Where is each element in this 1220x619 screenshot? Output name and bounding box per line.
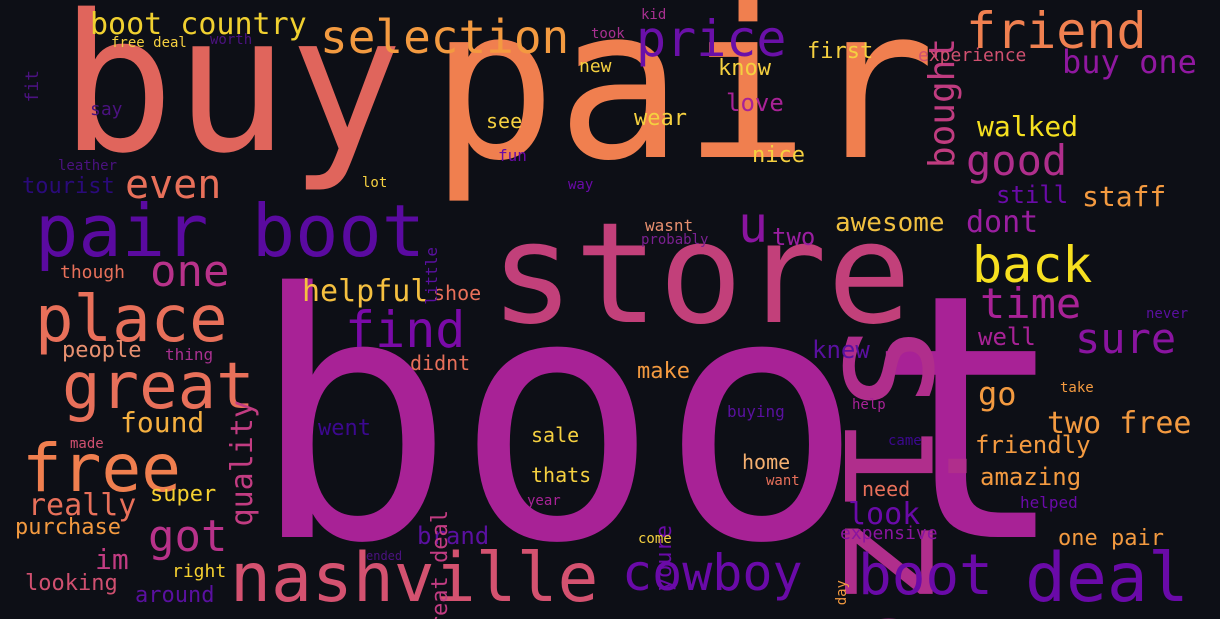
- word-time: time: [980, 279, 1082, 328]
- word-really: really: [28, 488, 137, 523]
- word-find: find: [345, 301, 466, 359]
- word-place: place: [35, 283, 228, 357]
- word-wasnt: wasnt: [645, 216, 694, 235]
- word-helped: helped: [1020, 493, 1078, 512]
- word-day: day: [834, 580, 850, 606]
- word-price: price: [636, 10, 787, 68]
- word-good: good: [966, 136, 1068, 185]
- word-two-free: two free: [1047, 406, 1192, 441]
- word-cowboy: cowboy: [622, 544, 803, 602]
- word-free-deal: free deal: [111, 35, 187, 51]
- word-fun: fun: [498, 146, 527, 165]
- word-one: one: [150, 246, 230, 297]
- word-well: well: [978, 323, 1036, 351]
- word-probably: probably: [641, 232, 709, 248]
- word-thing: thing: [165, 345, 214, 364]
- word-didnt: didnt: [410, 351, 471, 375]
- word-went: went: [318, 416, 371, 441]
- word-walked: walked: [977, 110, 1079, 143]
- word-purchase: purchase: [15, 515, 121, 540]
- word-say: say: [90, 99, 123, 120]
- word-great: great: [62, 350, 255, 424]
- word-one-pair: one pair: [1058, 526, 1164, 551]
- word-shoe: shoe: [433, 281, 482, 305]
- word-staff: staff: [1082, 180, 1167, 213]
- word-wear: wear: [634, 106, 687, 131]
- word-way: way: [568, 177, 594, 193]
- word-never: never: [1146, 306, 1189, 322]
- word-buy-one: buy one: [1062, 43, 1197, 81]
- word-worth: worth: [210, 32, 253, 48]
- word-fit: fit: [22, 70, 43, 103]
- word-knew: knew: [812, 336, 870, 364]
- word-help: help: [852, 397, 886, 413]
- word-need: need: [862, 477, 911, 501]
- word-people: people: [62, 338, 142, 363]
- word-buying: buying: [727, 402, 785, 421]
- word-first: first: [807, 39, 874, 64]
- word-leather: leather: [58, 158, 118, 174]
- word-know: know: [718, 56, 771, 81]
- word-helpful: helpful: [302, 274, 429, 309]
- word-two-1: two: [772, 223, 816, 251]
- word-ended: ended: [366, 549, 403, 563]
- word-buy: buy: [60, 0, 404, 195]
- word-love: love: [726, 89, 784, 117]
- word-make: make: [637, 359, 690, 384]
- word-came: came: [888, 433, 922, 449]
- word-lot: lot: [362, 175, 388, 191]
- word-thats: thats: [531, 463, 592, 487]
- word-dont: dont: [966, 205, 1039, 240]
- word-right: right: [172, 561, 227, 582]
- word-boot-country: boot country: [90, 7, 307, 42]
- word-year: year: [527, 493, 561, 509]
- word-great-deal: great deal: [428, 510, 453, 619]
- word-come: come: [638, 531, 672, 547]
- word-nice: nice: [752, 143, 805, 168]
- word-u: u: [738, 196, 769, 254]
- word-brand: brand: [417, 522, 490, 550]
- word-experience: experience: [918, 45, 1027, 66]
- word-sure: sure: [1075, 314, 1177, 363]
- word-though: though: [60, 262, 126, 283]
- word-sale: sale: [531, 423, 580, 447]
- word-awesome: awesome: [835, 208, 945, 238]
- word-home: home: [742, 450, 791, 474]
- word-go: go: [978, 375, 1017, 413]
- word-back: back: [972, 236, 1093, 294]
- word-see: see: [486, 109, 523, 133]
- word-take: take: [1060, 380, 1094, 396]
- word-store: store: [490, 193, 912, 356]
- word-made: made: [70, 436, 104, 452]
- word-tourist: tourist: [22, 174, 115, 199]
- word-friend: friend: [966, 2, 1147, 60]
- word-amazing: amazing: [980, 463, 1082, 491]
- word-look: look: [848, 497, 921, 532]
- word-little: little: [422, 247, 441, 305]
- word-im: im: [95, 543, 129, 576]
- word-found: found: [120, 406, 205, 439]
- word-want: want: [766, 473, 800, 489]
- word-boot-large: boot: [250, 222, 1069, 618]
- word-expensive: expensive: [840, 523, 938, 544]
- word-friendly: friendly: [975, 431, 1091, 459]
- word-selection: selection: [320, 10, 570, 64]
- word-looking: looking: [25, 571, 118, 596]
- word-boot-small: boot: [858, 543, 993, 608]
- word-took: took: [591, 26, 625, 42]
- word-new: new: [579, 56, 612, 77]
- word-still: still: [996, 181, 1069, 209]
- word-super: super: [150, 482, 217, 507]
- word-got: got: [148, 511, 228, 562]
- word-pair: pair: [430, 0, 936, 207]
- word-kid: kid: [641, 7, 667, 23]
- word-free: free: [22, 430, 181, 507]
- word-around: around: [135, 583, 215, 608]
- word-deal: deal: [1025, 539, 1189, 618]
- word-nashville: nashville: [230, 539, 599, 618]
- word-pair-boot: pair boot: [35, 189, 426, 273]
- word-even: even: [125, 162, 222, 208]
- word-quality: quality: [225, 400, 260, 527]
